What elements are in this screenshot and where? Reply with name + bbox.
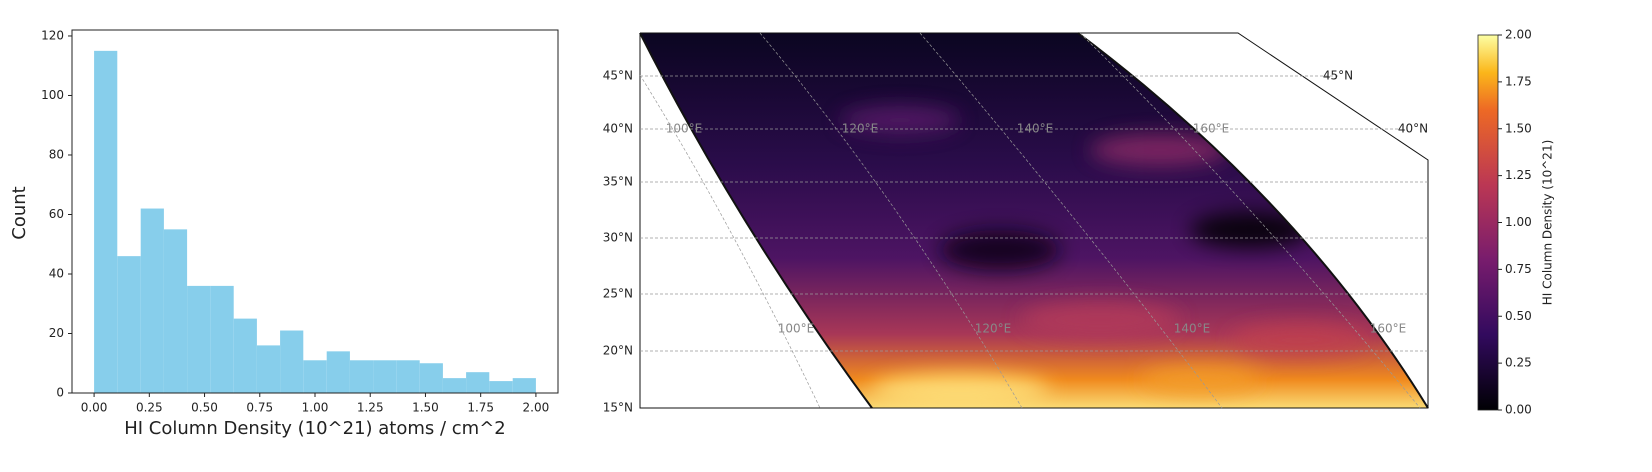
colorbar-label: HI Column Density (10^21) <box>1541 140 1555 306</box>
bar <box>373 360 397 393</box>
colorbar-tick-label: 1.75 <box>1505 74 1532 88</box>
y-tick-label: 80 <box>49 147 64 161</box>
y-tick-label: 60 <box>49 207 64 221</box>
bar <box>256 345 281 393</box>
lon-label: 100°E <box>778 322 815 336</box>
lon-label: 100°E <box>666 122 703 136</box>
x-tick-label: 0.00 <box>81 401 108 415</box>
lat-label: 45°N <box>603 69 633 83</box>
colorbar <box>1477 34 1499 411</box>
x-tick-label: 1.50 <box>412 401 439 415</box>
bar <box>396 360 420 393</box>
x-tick-label: 0.25 <box>136 401 163 415</box>
x-tick-label: 0.75 <box>246 401 273 415</box>
lon-label: 120°E <box>975 322 1012 336</box>
y-axis-label: Count <box>9 186 30 239</box>
map-field <box>640 33 1428 408</box>
x-tick-label: 0.50 <box>191 401 218 415</box>
bar <box>489 381 513 393</box>
bar <box>466 372 490 393</box>
lon-label: 140°E <box>1017 122 1054 136</box>
bar <box>140 208 164 393</box>
bar <box>94 50 118 394</box>
y-tick-label: 40 <box>49 266 64 280</box>
edge-label: 40°N <box>1398 122 1428 136</box>
x-tick-label: 1.75 <box>467 401 494 415</box>
graticule <box>639 32 1428 409</box>
colorbar-tick-label: 1.00 <box>1505 215 1532 229</box>
colorbar-tick-label: 1.25 <box>1505 168 1532 182</box>
x-tick-label: 2.00 <box>523 401 550 415</box>
bar <box>442 378 467 393</box>
bar <box>349 360 374 393</box>
bar <box>163 229 188 393</box>
colorbar-tick-label: 0.00 <box>1505 403 1532 417</box>
bar <box>187 285 211 393</box>
bar <box>280 330 304 393</box>
colorbar-tick-label: 0.75 <box>1505 262 1532 276</box>
colorbar-tick-label: 0.50 <box>1505 309 1532 323</box>
colorbar-tick-label: 0.25 <box>1505 356 1532 370</box>
lat-label: 20°N <box>603 344 633 358</box>
colorbar-tick-label: 2.00 <box>1505 28 1532 42</box>
x-tick-label: 1.00 <box>302 401 329 415</box>
x-tick-label: 1.25 <box>357 401 384 415</box>
lat-label: 40°N <box>603 122 633 136</box>
bar <box>512 378 536 393</box>
bar <box>117 256 141 393</box>
x-axis-label: HI Column Density (10^21) atoms / cm^2 <box>124 418 506 439</box>
y-tick-label: 100 <box>41 88 64 102</box>
y-tick-label: 0 <box>56 386 64 400</box>
bar <box>233 318 257 393</box>
lat-label: 30°N <box>603 231 633 245</box>
lat-label: 15°N <box>603 401 633 415</box>
lon-label: 160°E <box>1193 122 1230 136</box>
bar <box>210 285 234 393</box>
map-frame <box>639 32 1429 409</box>
y-tick-label: 20 <box>49 326 64 340</box>
colorbar-tick-label: 1.50 <box>1505 121 1532 135</box>
bar <box>303 360 327 393</box>
lon-label: 160°E <box>1370 322 1407 336</box>
lat-label: 35°N <box>603 175 633 189</box>
lon-label: 140°E <box>1174 322 1211 336</box>
bar <box>419 363 443 393</box>
edge-label: 45°N <box>1323 69 1353 83</box>
y-tick-label: 120 <box>41 28 64 42</box>
lon-label: 120°E <box>842 122 879 136</box>
lat-label: 25°N <box>603 287 633 301</box>
bar <box>326 351 350 393</box>
